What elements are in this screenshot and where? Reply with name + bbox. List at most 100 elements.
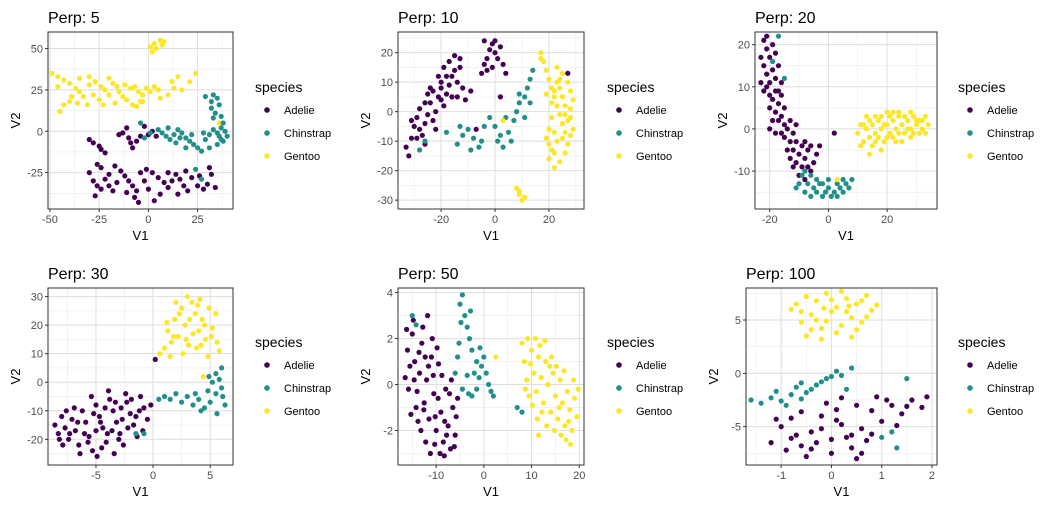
x-axis-label: V1 [483, 228, 499, 243]
data-point-adelie [113, 419, 120, 425]
data-point-gentoo [575, 386, 581, 392]
data-point-adelie [127, 411, 133, 417]
data-point-adelie [767, 54, 773, 60]
data-point-chinstrap [183, 145, 189, 151]
data-point-chinstrap [522, 114, 528, 121]
data-point-adelie [909, 397, 915, 403]
data-point-adelie [149, 170, 155, 176]
data-point-chinstrap [837, 185, 843, 191]
data-point-gentoo [554, 103, 560, 109]
x-axis-label: V1 [834, 484, 850, 499]
data-point-gentoo [135, 89, 142, 95]
data-point-chinstrap [481, 354, 487, 360]
data-point-chinstrap [218, 125, 224, 131]
data-point-chinstrap [497, 132, 503, 138]
data-point-gentoo [570, 377, 577, 383]
data-point-adelie [442, 418, 448, 424]
data-point-gentoo [528, 347, 535, 353]
data-point-gentoo [538, 56, 544, 62]
legend-label-chinstrap: Chinstrap [987, 383, 1034, 395]
data-point-gentoo [149, 49, 155, 55]
data-point-gentoo [80, 93, 86, 100]
data-point-adelie [433, 427, 439, 434]
data-point-chinstrap [802, 189, 808, 195]
data-point-gentoo [863, 126, 870, 132]
data-point-adelie [450, 404, 456, 411]
panel-border [754, 31, 938, 210]
data-point-adelie [814, 151, 820, 157]
data-point-adelie [63, 408, 69, 414]
data-point-adelie [86, 136, 92, 143]
data-point-adelie [487, 47, 493, 53]
data-point-chinstrap [216, 376, 222, 382]
data-point-chinstrap [216, 102, 222, 108]
data-point-chinstrap [778, 398, 784, 404]
data-point-adelie [799, 143, 805, 149]
data-point-gentoo [157, 37, 163, 43]
data-point-chinstrap [840, 176, 846, 183]
legend-title: species [958, 334, 1005, 350]
data-point-gentoo [130, 102, 136, 108]
data-point-gentoo [195, 302, 201, 308]
y-axis-label: V2 [358, 113, 373, 129]
data-point-adelie [799, 164, 805, 170]
data-point-chinstrap [813, 382, 820, 388]
data-point-adelie [439, 372, 445, 378]
data-point-chinstrap [201, 405, 208, 411]
data-point-chinstrap [798, 380, 804, 386]
data-point-gentoo [206, 305, 212, 311]
data-point-chinstrap [803, 389, 809, 396]
y-tick-label: 20 [738, 40, 750, 52]
data-point-chinstrap [462, 313, 468, 319]
data-point-adelie [411, 123, 417, 129]
data-point-gentoo [201, 322, 208, 328]
data-point-gentoo [533, 388, 539, 394]
data-point-chinstrap [455, 354, 461, 360]
data-point-gentoo [890, 109, 896, 115]
data-point-gentoo [185, 342, 192, 348]
data-point-adelie [503, 70, 509, 76]
data-point-gentoo [521, 359, 528, 365]
data-point-adelie [859, 426, 865, 432]
data-point-gentoo [546, 76, 552, 82]
data-point-gentoo [190, 331, 196, 337]
data-point-gentoo [110, 80, 116, 86]
data-point-adelie [137, 170, 144, 176]
data-point-chinstrap [828, 193, 834, 199]
data-point-chinstrap [846, 185, 852, 191]
data-point-adelie [177, 176, 183, 182]
data-point-gentoo [86, 82, 92, 88]
legend-key-chinstrap [616, 130, 622, 136]
x-tick-label: -50 [42, 214, 58, 226]
data-point-adelie [787, 139, 793, 145]
data-point-gentoo [96, 97, 102, 103]
data-point-gentoo [69, 93, 75, 100]
data-point-chinstrap [187, 138, 193, 144]
legend-label-gentoo: Gentoo [636, 151, 672, 163]
data-point-chinstrap [802, 168, 808, 174]
data-point-chinstrap [889, 429, 895, 435]
data-point-chinstrap [220, 120, 226, 126]
data-point-adelie [874, 394, 880, 400]
data-point-adelie [764, 84, 770, 90]
data-point-adelie [125, 425, 131, 431]
data-point-adelie [112, 163, 118, 169]
data-point-gentoo [925, 122, 931, 128]
y-tick-label: -30 [377, 195, 393, 207]
data-point-adelie [169, 178, 175, 184]
data-point-adelie [116, 436, 122, 442]
x-tick-label: 0 [145, 214, 151, 226]
data-point-adelie [55, 431, 61, 437]
data-point-adelie [148, 402, 154, 408]
y-tick-label: 0 [37, 377, 43, 389]
data-point-gentoo [200, 373, 206, 380]
data-point-adelie [460, 85, 466, 91]
data-point-chinstrap [443, 129, 450, 135]
data-point-adelie [778, 92, 785, 98]
data-point-adelie [102, 176, 108, 182]
legend-label-gentoo: Gentoo [284, 151, 320, 163]
data-point-gentoo [570, 97, 576, 103]
data-point-gentoo [562, 112, 568, 118]
data-point-chinstrap [460, 132, 466, 138]
data-point-adelie [443, 386, 449, 392]
